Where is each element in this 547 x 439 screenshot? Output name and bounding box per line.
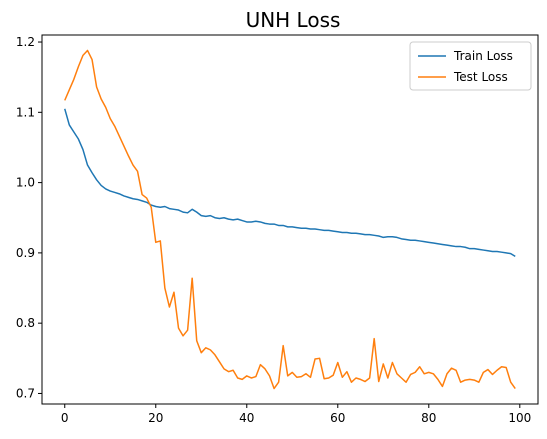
- x-tick-label: 0: [61, 411, 69, 425]
- plot-area: [41, 34, 539, 405]
- y-tick-label: 0.8: [16, 316, 35, 330]
- y-axis: 0.7 0.8 0.9 1.0 1.1 1.2: [16, 35, 42, 400]
- y-tick-label: 0.7: [16, 386, 35, 400]
- y-tick-label: 1.0: [16, 176, 35, 190]
- series-line-test-loss: [64, 49, 516, 390]
- legend-box: [409, 41, 532, 91]
- plot-frame: [41, 34, 539, 405]
- legend-label: Train Loss: [453, 49, 513, 63]
- legend: Train Loss Test Loss: [409, 41, 532, 91]
- x-tick-label: 60: [330, 411, 345, 425]
- y-tick-label: 1.1: [16, 105, 35, 119]
- legend-label: Test Loss: [453, 70, 508, 84]
- x-tick-label: 20: [148, 411, 163, 425]
- x-tick-label: 40: [239, 411, 254, 425]
- y-tick-label: 0.9: [16, 246, 35, 260]
- chart-title: UNH Loss: [246, 8, 341, 32]
- x-tick-label: 80: [421, 411, 436, 425]
- series-layer: [64, 49, 516, 390]
- y-tick-label: 1.2: [16, 35, 35, 49]
- x-tick-label: 100: [508, 411, 531, 425]
- series-line-train-loss: [64, 108, 516, 258]
- x-axis: 0 20 40 60 80 100: [61, 404, 531, 425]
